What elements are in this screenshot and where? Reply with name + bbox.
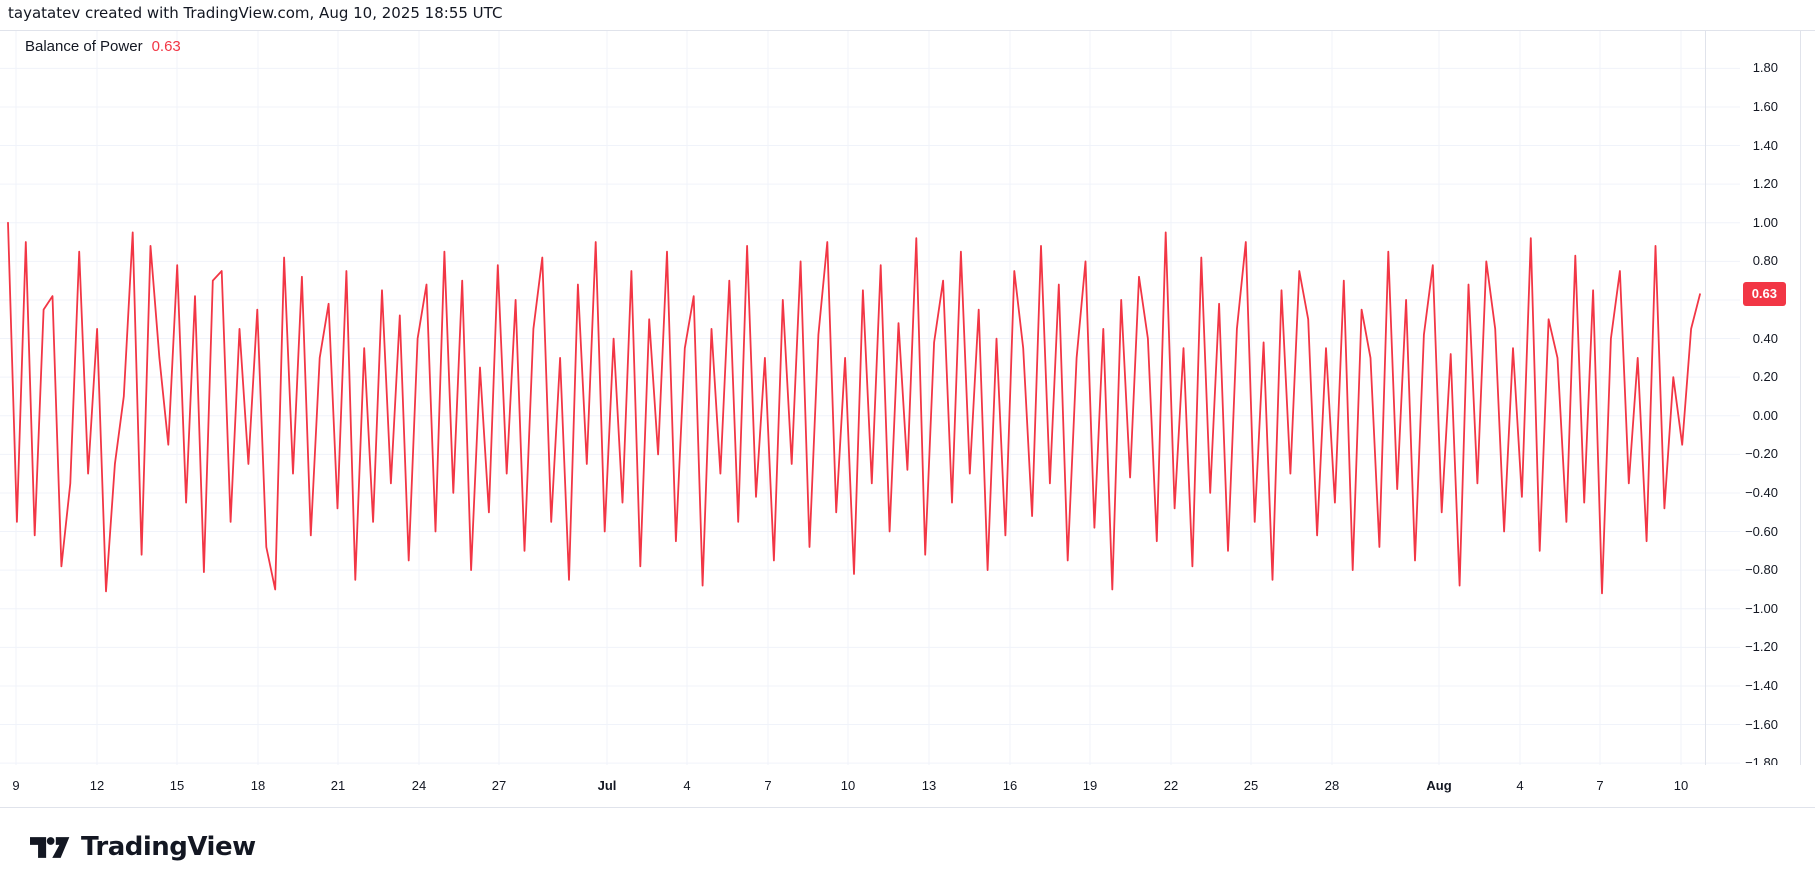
right-edge-border [1800, 30, 1801, 807]
time-axis-label: 18 [250, 778, 266, 793]
time-axis-label: 24 [411, 778, 427, 793]
time-axis-label: 16 [1002, 778, 1018, 793]
price-axis-label: 1.20 [1752, 176, 1778, 192]
time-axis-label: 22 [1163, 778, 1179, 793]
price-axis-label: 0.20 [1752, 369, 1778, 385]
tradingview-logo-icon [30, 836, 70, 858]
price-axis-label: −0.60 [1745, 523, 1778, 539]
time-axis-label: 19 [1082, 778, 1098, 793]
time-axis-label: 15 [169, 778, 185, 793]
indicator-name: Balance of Power [25, 38, 143, 55]
time-axis-label: 4 [683, 778, 691, 793]
price-axis-label: 1.40 [1752, 137, 1778, 153]
time-axis-label: 7 [764, 778, 772, 793]
price-axis-label: 0.00 [1752, 407, 1778, 423]
time-axis-label: 25 [1243, 778, 1259, 793]
time-axis-label: 4 [1516, 778, 1524, 793]
price-axis-label: 0.80 [1752, 253, 1778, 269]
last-price-badge: 0.63 [1742, 282, 1786, 307]
price-axis-label: −0.80 [1745, 562, 1778, 578]
attribution-text: tayatatev created with TradingView.com, … [8, 4, 503, 22]
time-axis-label: Aug [1426, 778, 1452, 793]
price-axis-label: −1.60 [1745, 716, 1778, 732]
price-axis-label: 0.40 [1752, 330, 1778, 346]
price-axis-label: 1.00 [1752, 214, 1778, 230]
price-axis-label: −0.40 [1745, 484, 1778, 500]
time-axis-label: 9 [12, 778, 20, 793]
time-axis-label: 21 [330, 778, 346, 793]
price-axis-label: −0.20 [1745, 446, 1778, 462]
header-bar: tayatatev created with TradingView.com, … [0, 0, 1815, 30]
time-axis-bottom-border [0, 807, 1815, 808]
time-axis-label: Jul [597, 778, 617, 793]
tradingview-wordmark: TradingView [81, 832, 256, 862]
indicator-value: 0.63 [151, 38, 181, 55]
time-axis-label: 10 [840, 778, 856, 793]
price-axis-label: −1.20 [1745, 639, 1778, 655]
indicator-legend[interactable]: Balance of Power 0.63 [25, 38, 181, 55]
time-axis-label: 28 [1324, 778, 1340, 793]
time-axis-label: 7 [1596, 778, 1604, 793]
price-axis-label: 1.80 [1752, 60, 1778, 76]
chart-canvas[interactable] [0, 30, 1815, 765]
footer-bar: TradingView [0, 808, 1815, 883]
price-axis-label: −1.40 [1745, 677, 1778, 693]
pane-top-border [0, 30, 1815, 31]
time-axis[interactable]: 9 12 15 18 21 24 27 Jul 4 7 10 13 16 19 22 25 28 Aug 4 7 10 [0, 765, 1815, 807]
time-axis-label: 27 [491, 778, 507, 793]
balance-of-power-line[interactable] [7, 221, 1701, 595]
time-axis-label: 10 [1673, 778, 1689, 793]
tradingview-logo-link[interactable]: TradingView [30, 832, 256, 862]
time-axis-label: 12 [89, 778, 105, 793]
price-axis-label: 1.60 [1752, 98, 1778, 114]
price-axis-label: −1.00 [1745, 600, 1778, 616]
time-axis-label: 13 [921, 778, 937, 793]
price-axis-separator [1705, 30, 1706, 765]
